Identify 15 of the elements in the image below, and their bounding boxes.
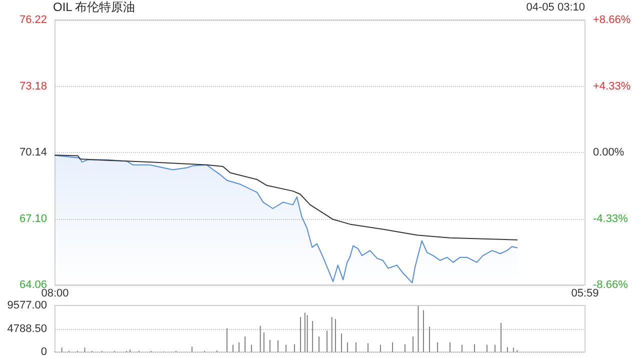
y-tick-label: 67.10 [19, 212, 47, 225]
x-tick-label: 08:00 [41, 288, 69, 300]
y2-tick-label: +4.33% [593, 80, 631, 92]
y-tick-label: 9577.00 [7, 300, 47, 312]
y2-tick-label: 0.00% [593, 146, 624, 158]
y2-tick-label: +8.66% [593, 14, 631, 26]
y2-tick-label: -4.33% [593, 212, 628, 225]
y-tick-label: 4788.50 [7, 322, 47, 335]
y-tick-label: 73.18 [19, 80, 47, 92]
chart-title: OIL 布伦特原油 [53, 0, 136, 14]
y-tick-label: 76.22 [19, 14, 47, 26]
text: 04-05 03:10 [526, 2, 585, 14]
x-tick-label: 05:59 [571, 288, 599, 300]
y-tick-label: 70.14 [19, 146, 47, 158]
y-tick-label: 0 [40, 346, 47, 358]
